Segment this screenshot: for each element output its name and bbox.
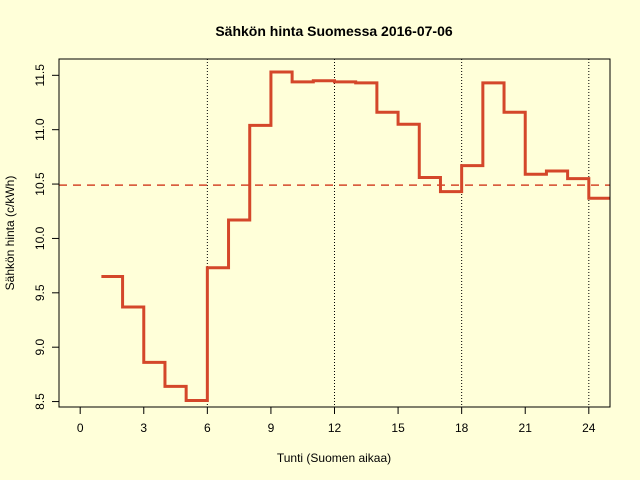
- x-tick-label-18: 18: [455, 421, 469, 435]
- vertical-gridlines: [206, 59, 590, 407]
- y-tick-label-11.5: 11.5: [33, 64, 47, 87]
- series-group: [101, 70, 610, 402]
- x-tick-label-24: 24: [582, 421, 596, 435]
- y-tick-label-10.0: 10.0: [33, 226, 47, 250]
- x-tick-label-3: 3: [140, 421, 147, 435]
- y-tick-label-9.5: 9.5: [33, 284, 47, 301]
- y-tick-label-11.0: 11.0: [33, 118, 47, 141]
- x-tick-label-12: 12: [328, 421, 342, 435]
- chart-title: Sähkön hinta Suomessa 2016-07-06: [215, 23, 453, 39]
- x-axis: 0 3 6 9 12 15 18 21 24: [77, 406, 596, 435]
- y-tick-label-8.5: 8.5: [33, 393, 47, 410]
- x-tick-label-21: 21: [519, 421, 533, 435]
- y-axis: 8.5 9.0 9.5 10.0 10.5 11.0 11.5: [33, 64, 60, 410]
- x-tick-label-9: 9: [268, 421, 275, 435]
- x-tick-label-6: 6: [204, 421, 211, 435]
- y-axis-label: Sähkön hinta (c/kWh): [3, 176, 17, 291]
- y-tick-label-10.5: 10.5: [33, 172, 47, 196]
- series-line-0: [101, 70, 610, 402]
- x-tick-label-0: 0: [77, 421, 84, 435]
- x-axis-label: Tunti (Suomen aikaa): [277, 451, 391, 465]
- y-tick-label-9.0: 9.0: [33, 339, 47, 356]
- x-tick-label-15: 15: [391, 421, 405, 435]
